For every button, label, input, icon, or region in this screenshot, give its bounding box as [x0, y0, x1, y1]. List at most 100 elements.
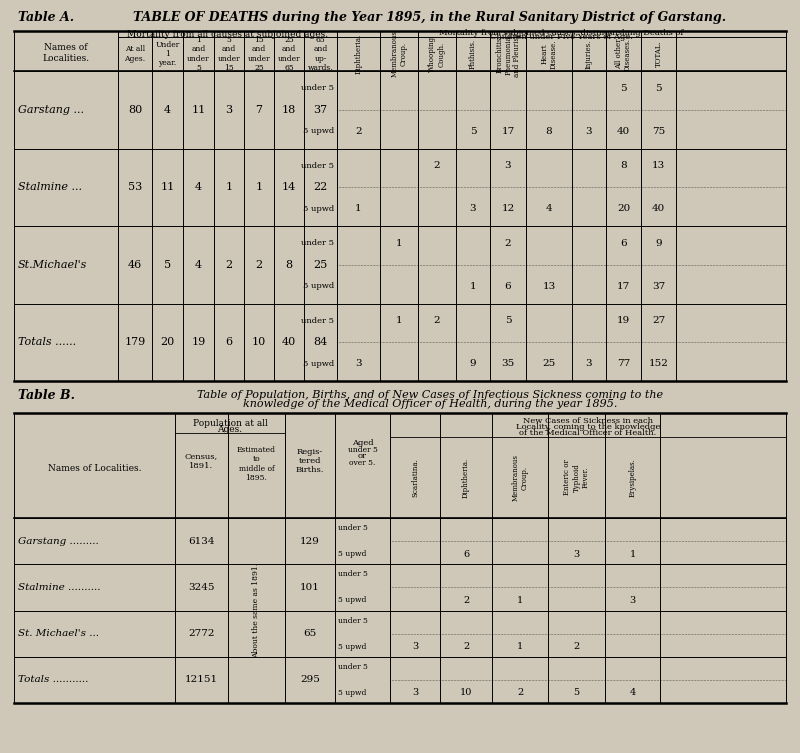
Text: Mortality from all causes at subjoined ages.: Mortality from all causes at subjoined a…	[127, 29, 328, 38]
Text: 15
and
under
25: 15 and under 25	[248, 36, 270, 72]
Text: 5 upwd: 5 upwd	[302, 205, 334, 213]
Text: 2: 2	[463, 642, 469, 651]
Text: 4: 4	[546, 205, 552, 213]
Text: 9: 9	[655, 239, 662, 248]
Text: 20: 20	[617, 205, 630, 213]
Text: over 5.: over 5.	[350, 459, 376, 467]
Text: Children under Five Years of Age.: Children under Five Years of Age.	[490, 32, 633, 41]
Text: Injuries.: Injuries.	[585, 39, 593, 69]
Text: 152: 152	[649, 359, 669, 368]
Text: 10: 10	[252, 337, 266, 347]
Text: 1: 1	[355, 205, 362, 213]
Text: 11: 11	[160, 182, 174, 192]
Text: 3: 3	[470, 205, 476, 213]
Text: 7: 7	[255, 105, 262, 114]
Text: Under
1
year.: Under 1 year.	[155, 41, 180, 67]
Text: 3: 3	[505, 161, 511, 170]
Text: 77: 77	[617, 359, 630, 368]
Text: At all
Ages.: At all Ages.	[125, 45, 146, 62]
Text: Stalmine ..........: Stalmine ..........	[18, 583, 101, 592]
Text: 6: 6	[463, 550, 469, 559]
Text: under 5: under 5	[338, 663, 368, 671]
Text: under 5: under 5	[301, 316, 334, 325]
Text: 4: 4	[164, 105, 171, 114]
Text: 12: 12	[502, 205, 514, 213]
Text: Mortality from subjoined causes, distinguishing Deaths of: Mortality from subjoined causes, disting…	[439, 29, 684, 37]
Text: 5 upwd: 5 upwd	[302, 282, 334, 291]
Text: 3245: 3245	[188, 583, 214, 592]
Text: 3: 3	[226, 105, 233, 114]
Text: 2: 2	[463, 596, 469, 605]
Text: 5: 5	[505, 316, 511, 325]
Text: 2: 2	[255, 260, 262, 270]
Text: under 5: under 5	[338, 617, 368, 625]
Text: Census,
1891.: Census, 1891.	[185, 453, 218, 470]
Text: Garstang .........: Garstang .........	[18, 537, 98, 546]
Text: 25: 25	[542, 359, 556, 368]
Text: 1: 1	[255, 182, 262, 192]
Text: 35: 35	[502, 359, 514, 368]
Text: Totals ......: Totals ......	[18, 337, 76, 347]
Text: under 5: under 5	[301, 162, 334, 169]
Text: knowledge of the Medical Officer of Health, during the year 1895.: knowledge of the Medical Officer of Heal…	[243, 399, 617, 409]
Text: Ages.: Ages.	[218, 425, 242, 434]
Text: 5: 5	[574, 688, 579, 697]
Text: 40: 40	[652, 205, 665, 213]
Text: 25: 25	[314, 260, 328, 270]
Text: 40: 40	[617, 127, 630, 136]
Text: Regis-
tered
Births.: Regis- tered Births.	[296, 448, 324, 474]
Text: 1: 1	[226, 182, 233, 192]
Text: 65
and
up-
wards.: 65 and up- wards.	[308, 36, 334, 72]
Text: TABLE OF DEATHS during the Year 1895, in the Rural Sanitary District of Garstang: TABLE OF DEATHS during the Year 1895, in…	[134, 11, 726, 23]
Text: 3: 3	[412, 642, 418, 651]
Text: 27: 27	[652, 316, 665, 325]
Text: 6: 6	[505, 282, 511, 291]
Text: 14: 14	[282, 182, 296, 192]
Text: Enteric or
Typhoid
Fever.: Enteric or Typhoid Fever.	[563, 459, 590, 495]
Text: under 5: under 5	[301, 239, 334, 247]
Text: 19: 19	[191, 337, 206, 347]
Text: 37: 37	[314, 105, 327, 114]
Text: Estimated
to
middle of
1895.: Estimated to middle of 1895.	[237, 447, 276, 482]
Text: 4: 4	[630, 688, 636, 697]
Text: 11: 11	[191, 105, 206, 114]
Text: 1: 1	[396, 239, 402, 248]
Text: 80: 80	[128, 105, 142, 114]
Text: 1: 1	[470, 282, 476, 291]
Text: New Cases of Sickness in each: New Cases of Sickness in each	[523, 417, 653, 425]
Text: 8: 8	[620, 161, 627, 170]
Text: 2: 2	[517, 688, 523, 697]
Text: 1: 1	[630, 550, 636, 559]
Text: 17: 17	[502, 127, 514, 136]
Text: TOTAL.: TOTAL.	[654, 41, 662, 67]
Text: Diphtheria.: Diphtheria.	[462, 457, 470, 498]
Text: Table A.: Table A.	[18, 11, 74, 23]
Text: Population at all: Population at all	[193, 419, 267, 428]
Text: 5: 5	[470, 127, 476, 136]
Text: 22: 22	[314, 182, 328, 192]
Text: 8: 8	[286, 260, 293, 270]
Text: 25
and
under
65: 25 and under 65	[278, 36, 300, 72]
Text: 295: 295	[300, 675, 320, 684]
Text: Heart
Disease.: Heart Disease.	[541, 39, 558, 69]
Text: Table B.: Table B.	[18, 389, 75, 401]
Text: 17: 17	[617, 282, 630, 291]
Text: Whooping
Cough.: Whooping Cough.	[429, 36, 446, 72]
Text: Table of Population, Births, and of New Cases of Infectious Sickness coming to t: Table of Population, Births, and of New …	[197, 390, 663, 400]
Text: 19: 19	[617, 316, 630, 325]
Text: Scarlatina.: Scarlatina.	[411, 458, 419, 497]
Text: 75: 75	[652, 127, 665, 136]
Text: 2772: 2772	[188, 629, 214, 638]
Text: 5: 5	[620, 84, 627, 93]
Text: St. Michael's ...: St. Michael's ...	[18, 629, 99, 638]
Text: 3: 3	[412, 688, 418, 697]
Text: Bronchitis,
Pneumonia,
and Pleurisy.: Bronchitis, Pneumonia, and Pleurisy.	[494, 32, 522, 77]
Text: under 5: under 5	[347, 446, 378, 454]
Text: 4: 4	[195, 260, 202, 270]
Text: of the Medical Officer of Health.: of the Medical Officer of Health.	[519, 429, 657, 437]
Text: 2: 2	[574, 642, 580, 651]
Text: 5 upwd: 5 upwd	[338, 642, 366, 651]
Text: 84: 84	[314, 337, 328, 347]
Text: 10: 10	[460, 688, 472, 697]
Text: 2: 2	[505, 239, 511, 248]
